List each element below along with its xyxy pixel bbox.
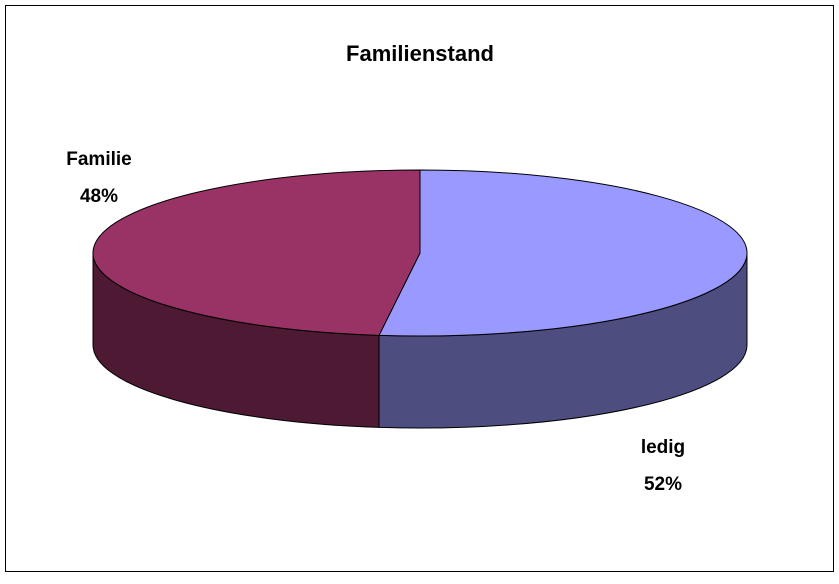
data-label-value: 52% (644, 474, 682, 495)
slice (92, 169, 421, 336)
data-label-value: 48% (80, 186, 118, 207)
slice (378, 169, 748, 337)
data-label-category: ledig (641, 437, 685, 458)
chart-title: Familienstand (346, 41, 494, 66)
data-label-category: Familie (66, 149, 131, 170)
